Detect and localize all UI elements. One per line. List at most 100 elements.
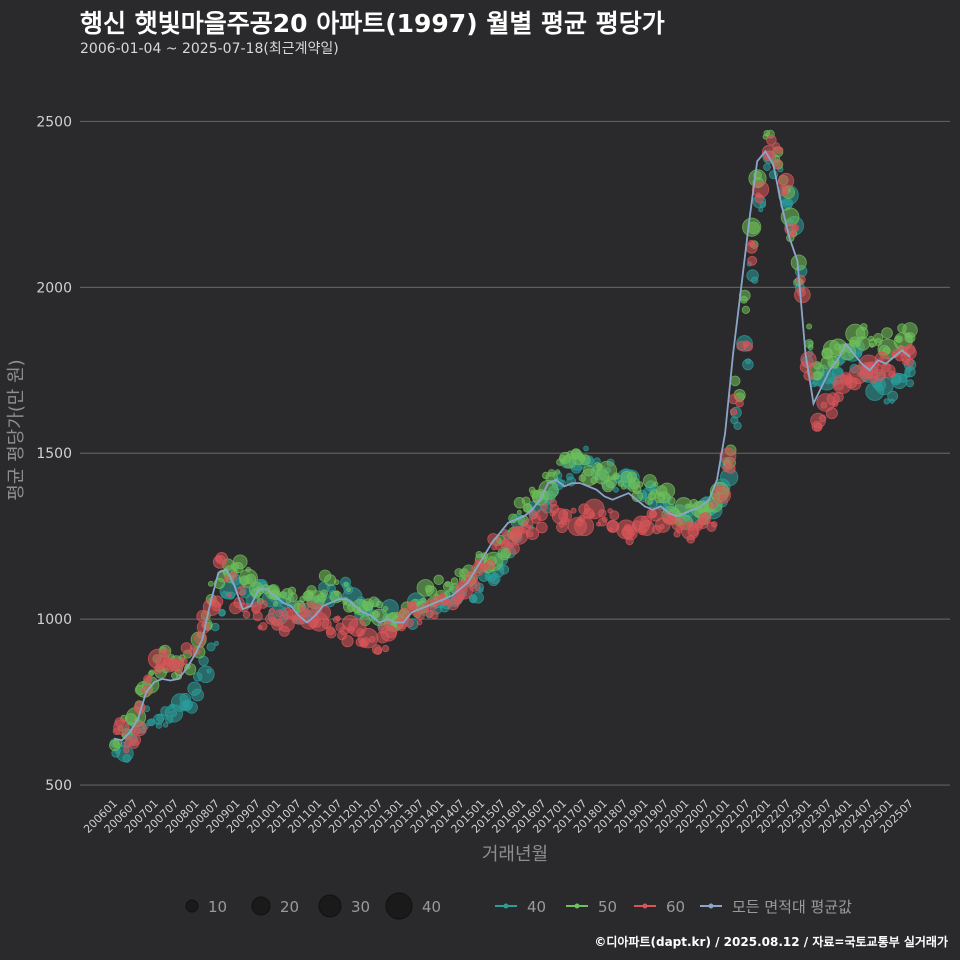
point-60 bbox=[332, 616, 340, 624]
point-60 bbox=[258, 599, 268, 609]
point-60 bbox=[540, 503, 548, 511]
point-50 bbox=[868, 335, 874, 342]
point-60 bbox=[549, 499, 557, 507]
point-50 bbox=[279, 591, 287, 599]
point-60 bbox=[128, 738, 140, 749]
point-60 bbox=[728, 393, 739, 405]
point-40 bbox=[904, 366, 916, 378]
point-50 bbox=[245, 573, 257, 585]
legend-label-0: 40 bbox=[527, 898, 546, 916]
point-50 bbox=[729, 375, 741, 387]
point-60 bbox=[598, 509, 607, 518]
point-40 bbox=[750, 276, 759, 284]
point-60 bbox=[447, 598, 460, 611]
point-60 bbox=[535, 521, 548, 534]
point-60 bbox=[888, 370, 896, 378]
point-50 bbox=[632, 485, 642, 495]
point-60 bbox=[560, 516, 570, 526]
point-50 bbox=[334, 590, 340, 596]
point-50 bbox=[425, 585, 437, 597]
point-60 bbox=[659, 523, 665, 530]
point-50 bbox=[667, 496, 676, 506]
point-60 bbox=[879, 356, 885, 362]
legend-dot-2 bbox=[642, 903, 648, 909]
point-50 bbox=[521, 496, 531, 506]
point-50 bbox=[612, 472, 620, 480]
point-40 bbox=[856, 350, 863, 358]
point-60 bbox=[525, 526, 540, 541]
point-40 bbox=[565, 472, 574, 481]
point-50 bbox=[313, 596, 320, 603]
point-60 bbox=[278, 625, 290, 637]
point-60 bbox=[570, 507, 577, 514]
point-60 bbox=[747, 255, 758, 266]
point-60 bbox=[866, 361, 874, 368]
point-60 bbox=[602, 516, 608, 523]
point-60 bbox=[368, 636, 376, 643]
point-40 bbox=[206, 642, 216, 652]
point-60 bbox=[415, 610, 425, 621]
point-60 bbox=[153, 664, 163, 674]
point-40 bbox=[471, 591, 484, 604]
point-50 bbox=[554, 469, 561, 475]
point-60 bbox=[687, 526, 699, 537]
point-60 bbox=[236, 585, 247, 596]
point-60 bbox=[811, 421, 823, 432]
point-60 bbox=[729, 408, 738, 416]
point-60 bbox=[848, 377, 862, 391]
point-60 bbox=[226, 592, 233, 598]
point-60 bbox=[384, 625, 398, 639]
point-60 bbox=[755, 192, 761, 198]
point-50 bbox=[806, 323, 813, 330]
point-40 bbox=[613, 486, 619, 493]
point-60 bbox=[820, 401, 828, 409]
point-60 bbox=[361, 637, 370, 646]
point-60 bbox=[772, 142, 781, 150]
point-60 bbox=[904, 344, 916, 356]
point-50 bbox=[109, 739, 121, 752]
point-60 bbox=[640, 515, 652, 527]
point-40 bbox=[758, 206, 764, 213]
point-50 bbox=[906, 334, 914, 342]
point-50 bbox=[583, 465, 595, 477]
point-60 bbox=[173, 656, 179, 663]
y-tick-label: 1500 bbox=[36, 446, 72, 462]
point-60 bbox=[833, 380, 845, 391]
point-60 bbox=[825, 407, 838, 420]
point-40 bbox=[583, 445, 589, 452]
point-50 bbox=[860, 323, 868, 331]
point-60 bbox=[487, 533, 500, 545]
point-60 bbox=[439, 592, 446, 599]
point-50 bbox=[617, 480, 624, 487]
point-60 bbox=[797, 287, 806, 297]
point-60 bbox=[673, 530, 681, 538]
size-legend-marker bbox=[318, 894, 342, 918]
size-legend-label: 40 bbox=[422, 898, 441, 916]
legend-dot-0 bbox=[503, 903, 509, 909]
y-tick-label: 2500 bbox=[36, 114, 72, 130]
point-60 bbox=[699, 513, 707, 521]
point-40 bbox=[745, 358, 752, 365]
point-50 bbox=[807, 344, 814, 351]
legend-label-1: 50 bbox=[598, 898, 617, 916]
point-50 bbox=[881, 327, 893, 339]
size-legend-label: 30 bbox=[351, 898, 370, 916]
point-50 bbox=[741, 305, 750, 314]
point-50 bbox=[272, 601, 279, 607]
point-50 bbox=[245, 566, 252, 573]
point-40 bbox=[759, 201, 767, 208]
point-60 bbox=[161, 648, 171, 658]
point-40 bbox=[213, 640, 220, 646]
point-50 bbox=[433, 574, 444, 586]
point-40 bbox=[730, 416, 739, 425]
point-60 bbox=[833, 391, 844, 403]
point-60 bbox=[596, 521, 601, 527]
point-50 bbox=[230, 562, 239, 571]
point-40 bbox=[206, 668, 212, 674]
point-60 bbox=[831, 400, 839, 408]
point-60 bbox=[211, 601, 222, 612]
point-60 bbox=[123, 747, 130, 754]
point-50 bbox=[516, 509, 522, 515]
point-50 bbox=[207, 580, 214, 587]
size-legend-marker bbox=[385, 892, 413, 920]
